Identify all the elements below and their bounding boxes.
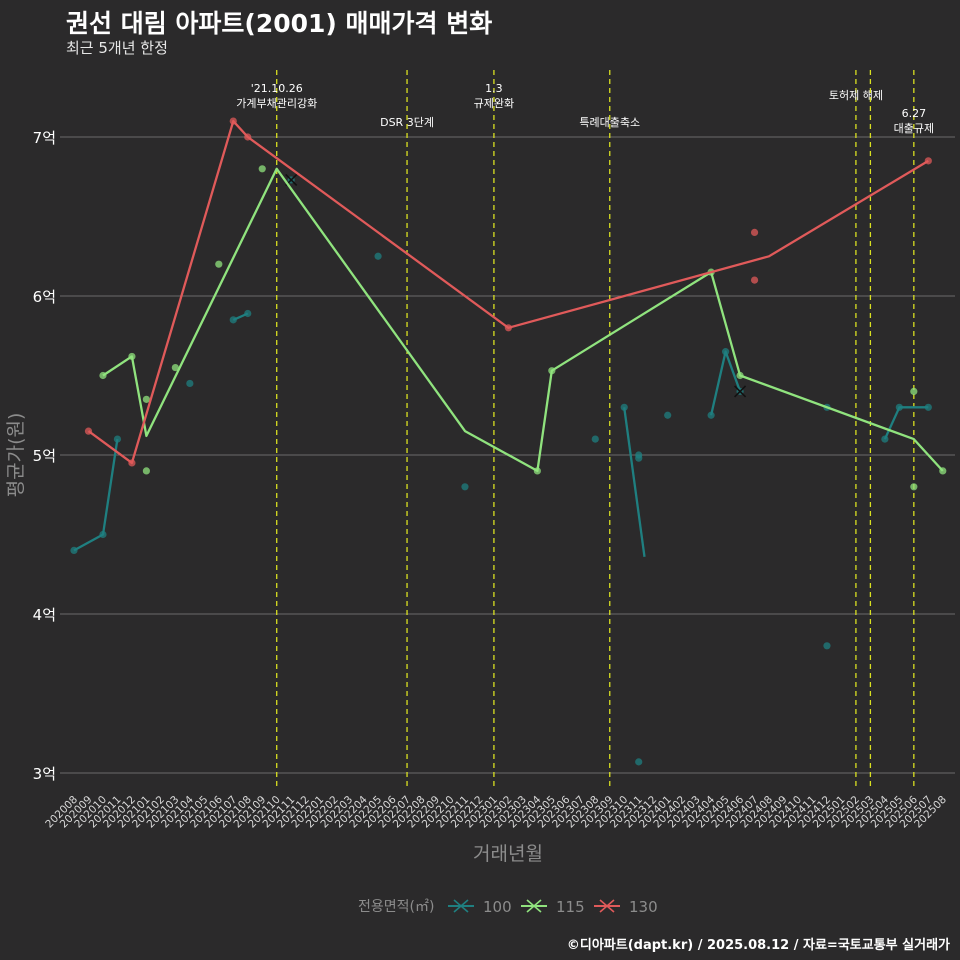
series-115 [99, 165, 947, 491]
data-point-100 [620, 403, 628, 411]
data-point-115 [171, 363, 179, 372]
data-point-100 [229, 316, 237, 324]
series-line-100 [623, 407, 646, 557]
series-line-100 [73, 438, 119, 552]
series-100 [70, 173, 932, 766]
legend-label: 115 [556, 898, 585, 916]
legend-key-cross [599, 899, 615, 913]
event-label: 6.27 [902, 107, 927, 120]
data-point-100 [113, 435, 122, 443]
legend-label: 130 [629, 898, 658, 916]
event-label: DSR 3단계 [380, 116, 434, 129]
data-point-115 [533, 467, 541, 475]
cross-marker-100 [734, 385, 747, 398]
data-point-130 [128, 459, 136, 467]
legend-item-115: 115 [521, 898, 585, 916]
legend: 전용면적(㎡) 100 115 130 [358, 898, 658, 916]
legend-item-130: 130 [594, 898, 658, 916]
legend-title: 전용면적(㎡) [358, 899, 434, 915]
data-point-115 [215, 260, 223, 268]
data-point-115 [910, 483, 918, 491]
data-point-115 [910, 387, 918, 395]
legend-key-cross [526, 899, 542, 913]
data-point-100 [70, 546, 78, 555]
data-point-130 [750, 228, 759, 236]
event-label: 1.3 [485, 82, 503, 95]
y-tick-label: 5억 [33, 447, 56, 465]
data-point-100 [722, 348, 730, 356]
data-point-100 [99, 530, 107, 539]
data-point-115 [736, 371, 744, 380]
data-point-115 [99, 371, 107, 380]
y-tick-label: 6억 [33, 288, 56, 306]
data-point-100 [924, 403, 932, 411]
event-label: 규제완화 [474, 97, 514, 110]
data-point-100 [244, 309, 252, 318]
series-130 [84, 117, 932, 467]
data-point-100 [895, 403, 903, 411]
y-tick-label: 7억 [33, 129, 56, 147]
data-point-130 [84, 427, 93, 435]
event-label: 대출규제 [894, 122, 934, 135]
data-point-100 [186, 379, 194, 388]
legend-key-cross [453, 899, 469, 913]
event-label: '21.10.26 [251, 82, 303, 95]
data-point-115 [939, 467, 947, 475]
series-line-115 [102, 167, 944, 473]
data-point-115 [142, 467, 150, 475]
series-layer [70, 117, 947, 766]
chart-title: 권선 대림 아파트(2001) 매매가격 변화 [66, 9, 493, 38]
legend-item-100: 100 [448, 898, 512, 916]
data-point-100 [635, 758, 643, 766]
source-caption: ©디아파트(dapt.kr) / 2025.08.12 / 자료=국토교통부 실… [566, 938, 950, 953]
series-line-130 [87, 119, 929, 465]
data-point-100 [461, 483, 469, 491]
data-point-115 [258, 165, 266, 173]
chart-subtitle: 최근 5개년 한정 [66, 39, 168, 57]
series-line-100 [883, 406, 929, 440]
data-point-115 [128, 352, 136, 361]
data-point-100 [823, 642, 831, 650]
data-point-130 [229, 117, 237, 125]
data-point-130 [924, 157, 932, 165]
data-point-115 [548, 367, 556, 375]
data-point-100 [591, 435, 599, 443]
event-label: 토허제 해제 [829, 88, 883, 102]
data-point-100 [881, 435, 889, 443]
data-point-130 [750, 276, 759, 284]
x-axis-ticks: 2020082020092020102020112020122021012021… [43, 793, 949, 830]
y-axis-title: 평균가(원) [5, 413, 27, 498]
data-point-100 [664, 411, 672, 419]
y-tick-label: 4억 [33, 606, 56, 624]
data-point-100 [374, 252, 382, 260]
event-label: 가계부채관리강화 [236, 97, 317, 110]
data-point-100 [707, 411, 715, 419]
grid-lines [60, 136, 955, 774]
data-point-115 [142, 395, 150, 403]
data-point-100 [635, 454, 643, 462]
x-axis-title: 거래년월 [473, 843, 543, 865]
data-point-130 [244, 133, 252, 141]
data-point-130 [504, 324, 512, 332]
y-tick-label: 3억 [33, 765, 56, 783]
event-label: 특례대출축소 [579, 116, 640, 129]
y-axis-ticks: 3억 4억 5억 6억 7억 [33, 129, 56, 783]
legend-label: 100 [483, 898, 512, 916]
